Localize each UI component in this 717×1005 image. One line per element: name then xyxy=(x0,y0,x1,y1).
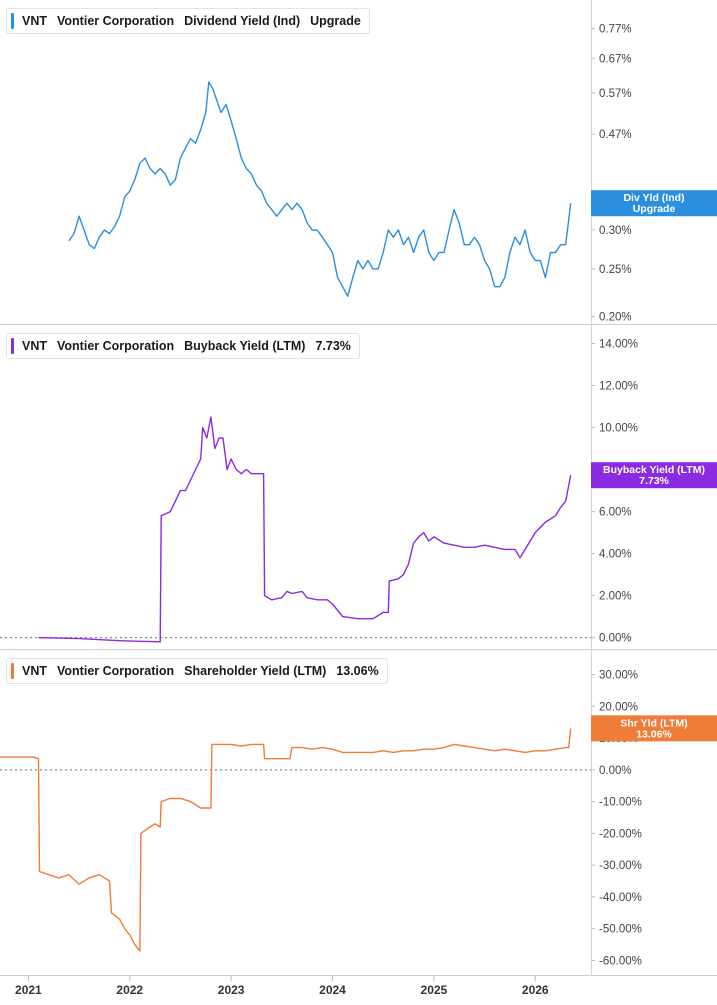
last-value-badge: Div Yld (Ind)Upgrade xyxy=(591,190,717,217)
badge-text: Shr Yld (LTM) xyxy=(620,717,687,729)
series-color-swatch xyxy=(11,13,14,29)
last-value-badge: Buyback Yield (LTM)7.73% xyxy=(591,462,717,489)
x-tick-label: 2026 xyxy=(522,983,549,997)
badge-background xyxy=(591,462,717,489)
y-tick-label: 14.00% xyxy=(599,339,638,351)
chart-panel-3: 30.00%20.00%10.00%0.00%-10.00%-20.00%-30… xyxy=(0,670,717,967)
legend-buyback-yield[interactable]: VNT Vontier Corporation Buyback Yield (L… xyxy=(6,333,360,359)
y-tick-label: -60.00% xyxy=(599,955,642,967)
series-line[interactable] xyxy=(0,728,572,952)
y-tick-label: 0.20% xyxy=(599,312,632,324)
y-tick-label: 0.67% xyxy=(599,53,632,65)
legend-company: Vontier Corporation xyxy=(57,664,175,678)
series-color-swatch xyxy=(11,663,14,679)
legend-metric: Shareholder Yield (LTM) xyxy=(184,664,327,678)
y-tick-label: 0.30% xyxy=(599,225,632,237)
badge-text: Buyback Yield (LTM) xyxy=(603,464,705,476)
series-color-swatch xyxy=(11,338,14,354)
series-line[interactable] xyxy=(38,416,572,643)
series-line[interactable] xyxy=(68,81,572,297)
y-tick-label: 0.00% xyxy=(599,765,632,777)
y-tick-label: 0.00% xyxy=(599,633,632,645)
y-tick-label: 0.25% xyxy=(599,264,632,276)
badge-text: 13.06% xyxy=(636,728,672,740)
x-tick-label: 2021 xyxy=(15,983,42,997)
chart-panel-2: 14.00%12.00%10.00%8.00%6.00%4.00%2.00%0.… xyxy=(0,339,717,645)
y-tick-label: 0.47% xyxy=(599,129,632,141)
x-tick-label: 2022 xyxy=(116,983,143,997)
y-tick-label: 0.57% xyxy=(599,88,632,100)
legend-ticker: VNT xyxy=(22,664,47,678)
chart-panel-1: 0.77% 0.67% 0.57% 0.47% 0.30% 0.25% 0.20% Div Y… xyxy=(68,24,717,324)
badge-background xyxy=(591,190,717,217)
legend-company: Vontier Corporation xyxy=(57,14,175,28)
y-tick-label: 0.77% xyxy=(599,24,632,36)
badge-text: 7.73% xyxy=(639,475,669,487)
legend-ticker: VNT xyxy=(22,339,47,353)
legend-value[interactable]: Upgrade xyxy=(310,14,361,28)
badge-background xyxy=(591,715,717,742)
x-tick-label: 2024 xyxy=(319,983,346,997)
legend-metric: Buyback Yield (LTM) xyxy=(184,339,306,353)
y-tick-label: 2.00% xyxy=(599,591,632,603)
last-value-badge: Shr Yld (LTM)13.06% xyxy=(591,715,717,742)
y-tick-label: 30.00% xyxy=(599,670,638,682)
badge-text: Div Yld (Ind) xyxy=(623,192,684,204)
x-tick-label: 2023 xyxy=(218,983,245,997)
x-tick-label: 2025 xyxy=(421,983,448,997)
y-tick-label: -40.00% xyxy=(599,892,642,904)
y-tick-label: -10.00% xyxy=(599,797,642,809)
y-tick-label: 6.00% xyxy=(599,507,632,519)
y-tick-label: 4.00% xyxy=(599,549,632,561)
y-tick-label: -30.00% xyxy=(599,860,642,872)
legend-shareholder-yield[interactable]: VNT Vontier Corporation Shareholder Yiel… xyxy=(6,658,388,684)
legend-ticker: VNT xyxy=(22,14,47,28)
badge-text: Upgrade xyxy=(633,203,676,215)
y-tick-label: 12.00% xyxy=(599,381,638,393)
legend-metric: Dividend Yield (Ind) xyxy=(184,14,301,28)
y-tick-label: 10.00% xyxy=(599,423,638,435)
y-tick-label: 20.00% xyxy=(599,701,638,713)
legend-dividend-yield[interactable]: VNT Vontier Corporation Dividend Yield (… xyxy=(6,8,370,34)
y-tick-label: -20.00% xyxy=(599,828,642,840)
legend-value: 13.06% xyxy=(336,664,379,678)
y-tick-label: -50.00% xyxy=(599,924,642,936)
legend-value: 7.73% xyxy=(315,339,351,353)
legend-company: Vontier Corporation xyxy=(57,339,175,353)
